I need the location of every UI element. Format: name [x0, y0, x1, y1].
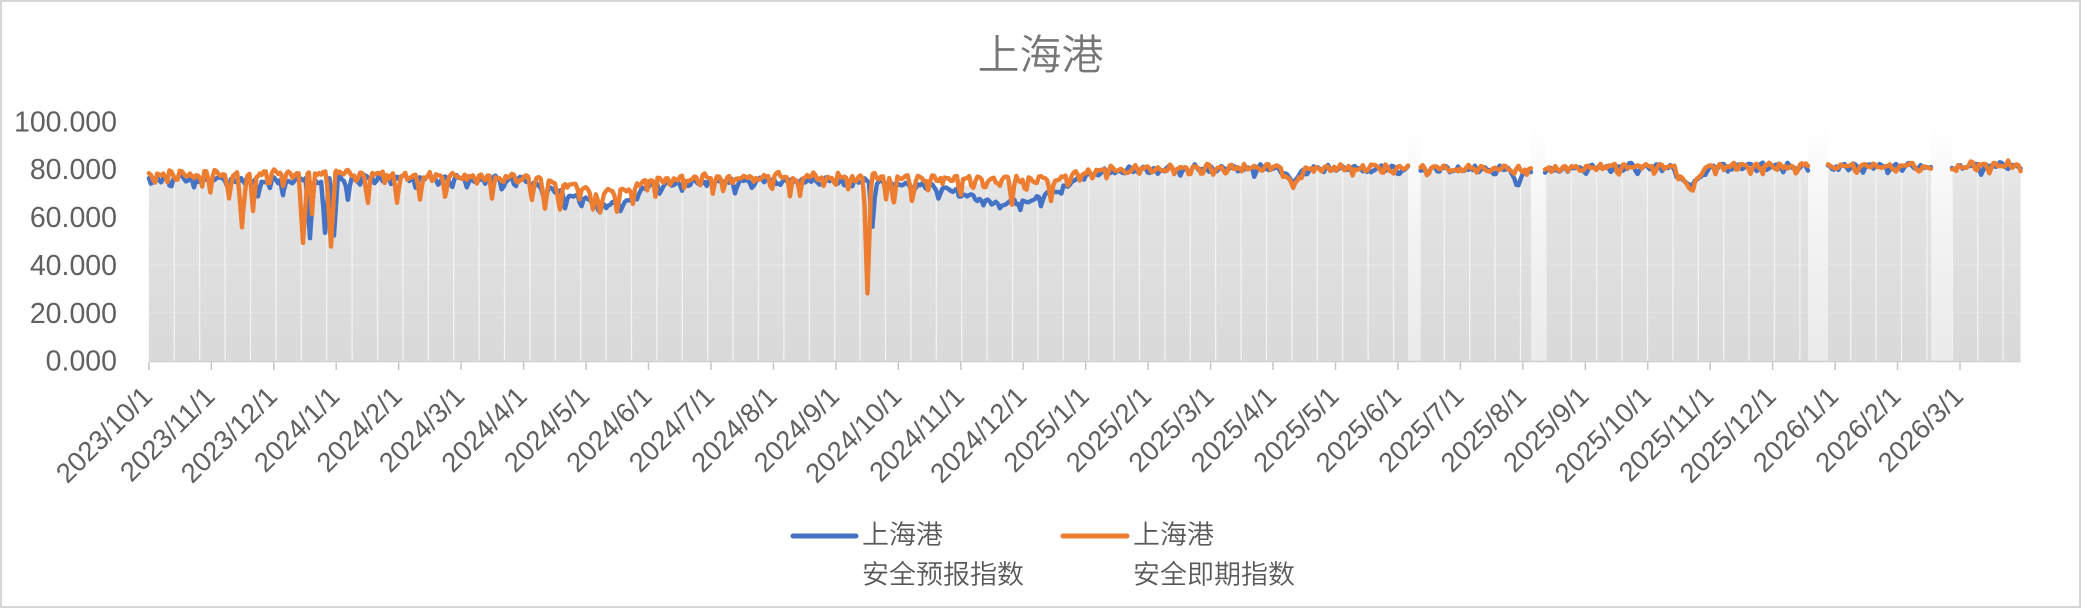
svg-text:100.000: 100.000	[14, 106, 117, 138]
svg-text:20.000: 20.000	[30, 298, 117, 330]
svg-text:0.000: 0.000	[46, 346, 117, 378]
svg-text:60.000: 60.000	[30, 202, 117, 234]
svg-text:40.000: 40.000	[30, 250, 117, 282]
svg-text:80.000: 80.000	[30, 154, 117, 186]
